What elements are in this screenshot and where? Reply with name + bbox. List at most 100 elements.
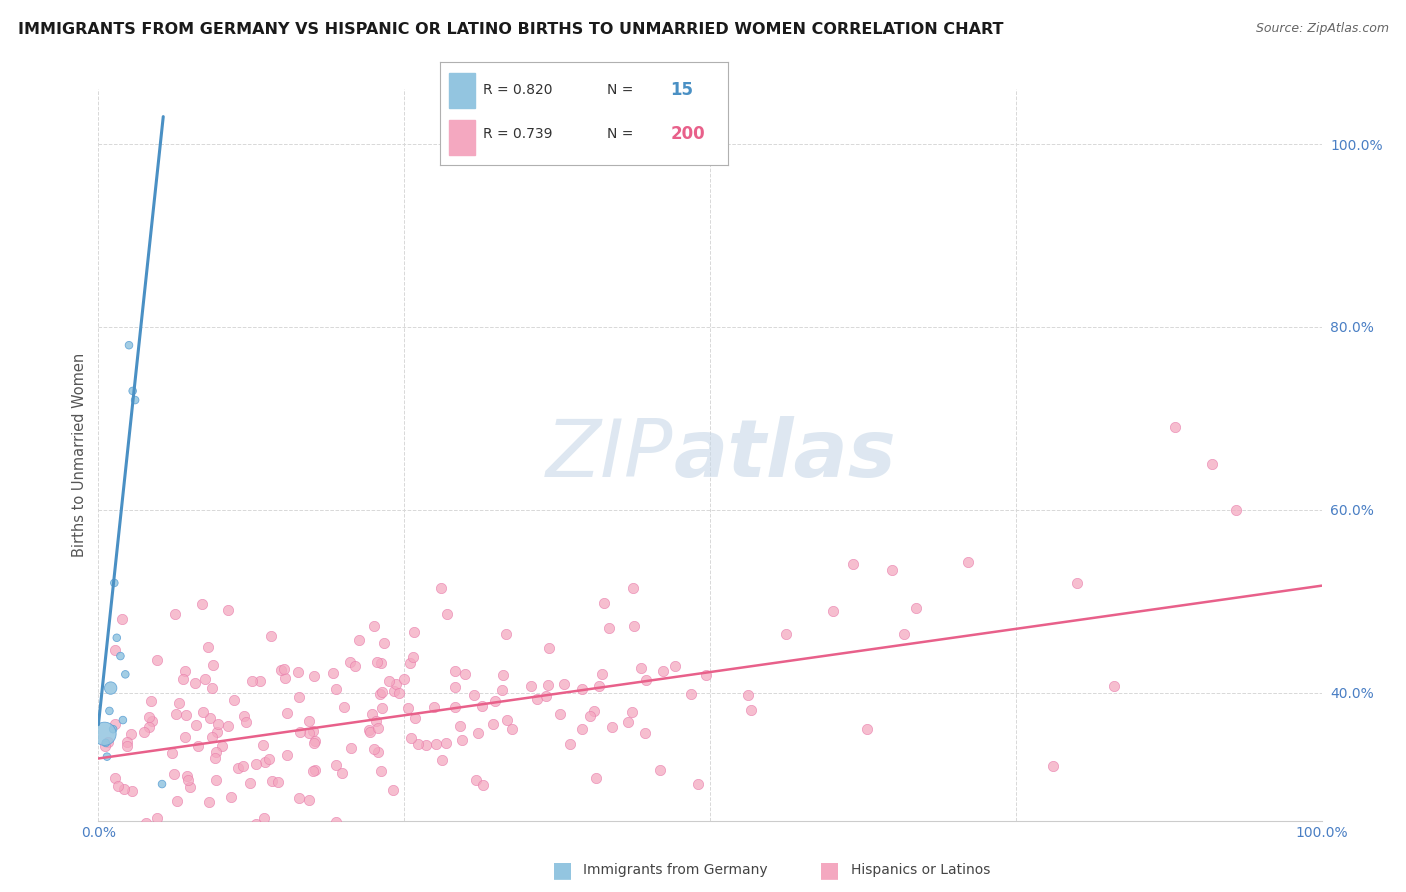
Point xyxy=(201,658,224,673)
Point xyxy=(253,811,276,825)
Point xyxy=(112,781,135,796)
Point xyxy=(679,687,702,701)
Point xyxy=(361,706,384,721)
Point xyxy=(367,721,389,735)
Point xyxy=(194,673,217,687)
Point xyxy=(191,597,214,611)
Point xyxy=(287,665,309,679)
Point xyxy=(370,764,392,779)
Point xyxy=(191,706,214,720)
Point xyxy=(270,663,292,677)
Point xyxy=(290,725,312,739)
Point xyxy=(330,766,353,780)
Point xyxy=(197,640,219,654)
Point xyxy=(174,708,197,723)
Point xyxy=(124,393,146,408)
Point xyxy=(823,604,845,618)
Text: ZIP: ZIP xyxy=(546,416,673,494)
Point xyxy=(636,673,658,687)
Text: atlas: atlas xyxy=(673,416,896,494)
Point xyxy=(591,666,613,681)
Point xyxy=(740,703,762,717)
Point xyxy=(471,699,494,714)
Point xyxy=(98,704,121,718)
Point xyxy=(399,656,422,670)
Point xyxy=(430,581,453,595)
Point xyxy=(232,759,254,773)
Point xyxy=(276,706,298,721)
Point xyxy=(177,772,200,787)
Point xyxy=(205,773,228,788)
Point xyxy=(592,596,614,610)
Point xyxy=(495,627,517,641)
Point xyxy=(347,632,370,647)
Point xyxy=(339,655,361,669)
Point xyxy=(166,793,188,807)
Point xyxy=(221,790,243,805)
Point xyxy=(501,722,523,736)
Point xyxy=(105,631,128,645)
Point xyxy=(415,738,437,752)
Bar xyxy=(449,73,475,108)
Point xyxy=(141,714,163,728)
Point xyxy=(359,724,381,739)
Point xyxy=(443,699,465,714)
Text: N =: N = xyxy=(607,128,634,141)
Point xyxy=(179,780,201,794)
Point xyxy=(956,555,979,569)
Point xyxy=(856,722,879,736)
Point xyxy=(325,758,347,772)
Point xyxy=(368,687,391,701)
Point xyxy=(538,640,561,655)
Point xyxy=(96,749,118,764)
Point xyxy=(621,706,644,720)
Point xyxy=(117,739,139,753)
Point xyxy=(371,701,394,715)
Text: ■: ■ xyxy=(553,860,572,880)
Point xyxy=(444,664,467,678)
Point xyxy=(111,713,134,727)
Point xyxy=(382,683,405,698)
Point xyxy=(257,752,280,766)
Point xyxy=(135,816,157,830)
Point xyxy=(1104,679,1126,693)
Point xyxy=(174,730,197,744)
Point xyxy=(110,649,132,664)
Point xyxy=(623,619,645,633)
Point xyxy=(450,732,472,747)
Text: ■: ■ xyxy=(820,860,839,880)
Point xyxy=(186,718,208,732)
Point xyxy=(634,726,657,740)
Point xyxy=(399,731,422,745)
Point xyxy=(695,667,717,681)
Point xyxy=(93,727,115,741)
Point xyxy=(382,783,405,797)
Point xyxy=(583,705,606,719)
Point xyxy=(121,384,143,398)
Point xyxy=(588,679,610,693)
Point xyxy=(235,715,257,730)
Point xyxy=(425,737,447,751)
Point xyxy=(104,772,127,786)
Point xyxy=(115,735,138,749)
Point xyxy=(103,576,125,591)
Point xyxy=(233,709,256,723)
Point xyxy=(363,618,385,632)
Point xyxy=(174,664,197,678)
Point xyxy=(343,659,366,673)
Text: 200: 200 xyxy=(671,125,706,144)
Point xyxy=(434,736,457,750)
Point xyxy=(560,737,582,751)
Point xyxy=(359,723,381,737)
Point xyxy=(1042,758,1064,772)
Point xyxy=(364,714,387,728)
Point xyxy=(267,775,290,789)
Point xyxy=(333,700,356,714)
Point xyxy=(585,772,607,786)
Point xyxy=(211,739,233,753)
Point xyxy=(1164,420,1187,434)
Point xyxy=(302,724,325,739)
Point xyxy=(107,779,129,793)
Point xyxy=(183,676,205,690)
Point xyxy=(449,719,471,733)
